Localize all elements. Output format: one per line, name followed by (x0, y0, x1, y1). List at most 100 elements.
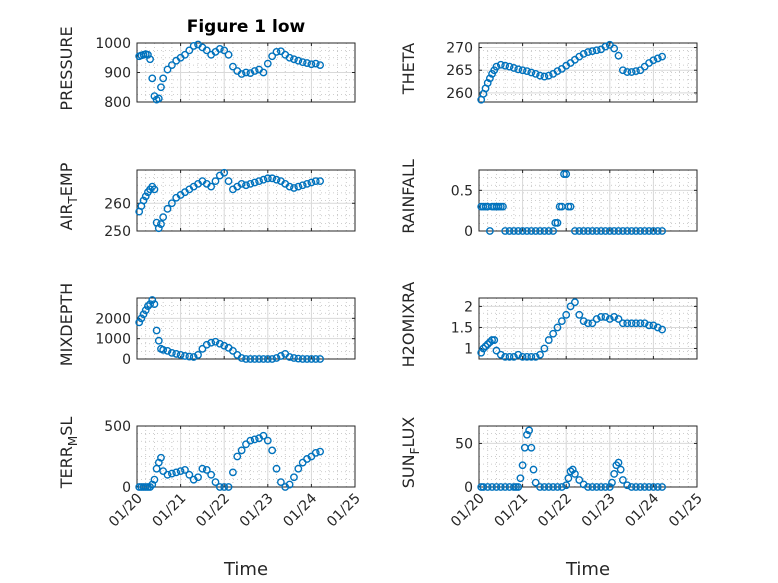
data-point (531, 478, 540, 487)
data-point (658, 483, 667, 491)
data-point (159, 74, 168, 83)
data-point (605, 227, 614, 235)
data-point (263, 355, 272, 363)
data-point (163, 204, 172, 213)
data-point (181, 466, 189, 474)
data-point (549, 483, 558, 491)
data-point (492, 346, 501, 355)
data-point (268, 355, 277, 363)
data-point (632, 483, 640, 491)
data-point (316, 355, 325, 363)
data-point (623, 68, 632, 76)
data-point (527, 68, 536, 77)
data-point (307, 355, 316, 363)
data-point (597, 227, 605, 235)
x-tick-label: 01/25 (666, 491, 706, 531)
subplot-4: 0 0.5 RAINFALL (399, 159, 698, 240)
data-point (592, 483, 601, 491)
axes-frame (136, 425, 356, 488)
data-point (211, 478, 220, 487)
subplot-2: 260 265 270 THETA (399, 41, 698, 104)
data-point (523, 67, 531, 76)
data-point (505, 227, 514, 235)
data-point (311, 448, 320, 457)
y-tick-label: 2 (464, 299, 473, 315)
x-tick-label: 01/25 (324, 491, 364, 531)
y-tick-label: 50 (455, 436, 473, 452)
data-point (645, 321, 653, 330)
data-point (516, 474, 525, 483)
x-axis-label: Time (565, 559, 610, 580)
data-point (139, 310, 148, 319)
data-point (645, 483, 653, 491)
data-point (477, 348, 486, 357)
axes-frame (478, 169, 698, 232)
data-point (272, 175, 281, 184)
data-point (544, 227, 553, 235)
data-point (562, 481, 571, 490)
data-point (584, 48, 592, 56)
data-point (137, 314, 146, 323)
data-point (246, 69, 255, 77)
data-point (189, 353, 198, 361)
data-point (207, 182, 216, 191)
data-point (529, 465, 538, 474)
data-point (627, 319, 636, 328)
data-point (501, 352, 510, 361)
data-point (501, 227, 510, 235)
data-point (496, 60, 505, 69)
data-point (492, 483, 501, 491)
data-point (588, 319, 597, 328)
data-point (224, 177, 233, 185)
data-point (163, 470, 172, 479)
data-point (163, 65, 172, 74)
data-point (259, 355, 268, 363)
data-point (540, 344, 549, 353)
y-tick-label: 2000 (95, 311, 131, 327)
data-point (568, 465, 577, 474)
ylabel: RAINFALL (399, 159, 418, 234)
data-point (163, 346, 172, 355)
data-point (509, 352, 518, 361)
data-point (653, 227, 662, 235)
x-tick-label: 01/20 (448, 491, 488, 531)
data-point (518, 352, 527, 361)
data-point (483, 340, 492, 349)
data-point (185, 470, 194, 479)
data-point (229, 468, 237, 477)
data-point (167, 469, 176, 478)
data-point (601, 42, 610, 51)
data-point (557, 483, 566, 491)
data-point (485, 227, 494, 235)
data-point (255, 177, 263, 185)
data-point (298, 181, 307, 190)
data-point (263, 174, 272, 183)
data-point (549, 227, 558, 235)
data-point (623, 481, 632, 490)
data-point (237, 354, 246, 362)
data-point (579, 317, 588, 326)
data-point (237, 70, 246, 78)
data-point (597, 313, 605, 321)
data-point (514, 350, 523, 359)
data-point (540, 227, 549, 235)
data-point (290, 354, 298, 362)
data-point (263, 436, 272, 445)
data-point (588, 47, 597, 56)
data-point (220, 483, 229, 491)
data-point (167, 199, 176, 208)
x-tick-label: 01/23 (579, 491, 619, 531)
data-point (211, 177, 220, 185)
data-point (285, 480, 294, 489)
data-point (143, 50, 152, 59)
data-point (544, 483, 553, 491)
y-tick-label: 1000 (95, 36, 131, 52)
data-point (531, 227, 540, 235)
data-point (514, 483, 523, 491)
data-point (139, 196, 148, 205)
data-point (649, 321, 658, 330)
data-point (492, 62, 501, 71)
data-point (229, 346, 237, 355)
data-point (509, 64, 518, 72)
data-point (268, 174, 277, 183)
